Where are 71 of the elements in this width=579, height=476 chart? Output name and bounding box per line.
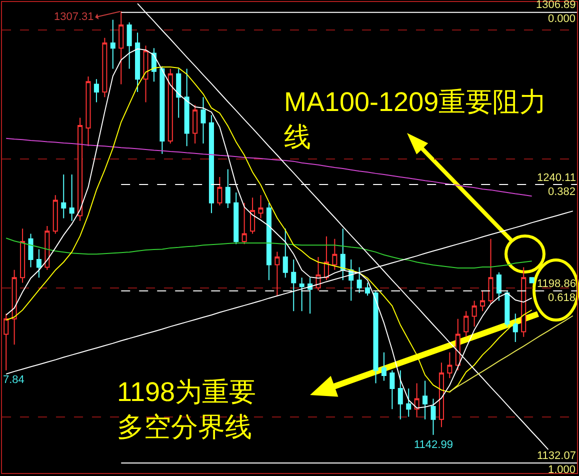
candlestick: [78, 117, 83, 222]
candlestick: [126, 22, 132, 70]
candlestick: [20, 228, 26, 284]
candlestick: [4, 313, 9, 371]
annotation: 7.84: [3, 374, 24, 386]
ref-line-label: 1306.89 0.000: [536, 0, 576, 25]
candlestick: [455, 318, 460, 371]
candlestick: [217, 176, 222, 206]
candlestick: [184, 68, 190, 147]
annotation: 1198为重要多空分界线: [117, 377, 256, 442]
candlestick: [422, 380, 428, 420]
candlestick: [381, 352, 386, 382]
candlestick: [266, 202, 272, 281]
ref-line-label: 1132.07 1.000: [537, 450, 576, 476]
candlestick: [332, 238, 338, 270]
candlestick: [135, 32, 140, 92]
candlestick: [365, 282, 370, 296]
ref-line-label: 1198.86 0.618: [537, 278, 576, 304]
candlestick: [438, 362, 444, 428]
candlestick: [36, 248, 42, 278]
candlestick: [61, 174, 66, 219]
candlestick: [118, 10, 124, 85]
candlestick: [406, 388, 412, 418]
annotation: 1142.99: [414, 439, 453, 451]
candlestick: [398, 370, 403, 420]
candlestick: [168, 68, 173, 144]
candlestick: [192, 104, 198, 144]
candlestick: [225, 168, 230, 208]
candlestick: [143, 45, 148, 103]
candlestick: [110, 19, 116, 70]
candlestick: [28, 233, 34, 268]
annotation: 1307.31: [54, 11, 94, 23]
candlestick: [208, 114, 214, 214]
candlestick: [258, 194, 264, 219]
candlestick: [373, 290, 378, 384]
candlestick: [340, 228, 346, 281]
candlestick: [299, 277, 304, 312]
candlestick: [291, 259, 296, 312]
candlestick: [176, 68, 182, 118]
candlestick: [308, 277, 313, 314]
candlestick: [44, 226, 50, 270]
candlestick: [504, 290, 510, 328]
candlestick: [512, 313, 518, 343]
candlestick: [488, 238, 494, 304]
ref-line-label: 1240.11 0.382: [537, 172, 576, 198]
candlestick: [464, 310, 469, 338]
candlestick: [282, 228, 288, 278]
annotation: MA100-1209重要阻力线: [284, 87, 547, 152]
candlestick: [69, 174, 74, 222]
candlestick: [200, 96, 206, 144]
candlestick: [250, 197, 256, 234]
candlestick: [521, 266, 526, 338]
candlestick: [430, 398, 436, 436]
candlestick: [480, 290, 486, 312]
candlestick: [390, 370, 395, 410]
candlestick: [102, 37, 108, 98]
candlestick: [472, 300, 477, 328]
candlestick: [529, 277, 534, 284]
candlestick: [160, 66, 165, 154]
candlestick: [274, 251, 280, 296]
candlestick: [52, 194, 58, 234]
candlestick: [414, 382, 420, 418]
candlestick: [242, 202, 247, 245]
candlestick: [12, 269, 17, 346]
candlestick: [356, 266, 362, 294]
candlestick: [234, 192, 239, 245]
candlestick: [447, 352, 452, 379]
candlestick: [86, 76, 91, 147]
candlestick: [324, 236, 329, 281]
candlestick: [496, 272, 502, 302]
candlestick: [94, 78, 99, 103]
